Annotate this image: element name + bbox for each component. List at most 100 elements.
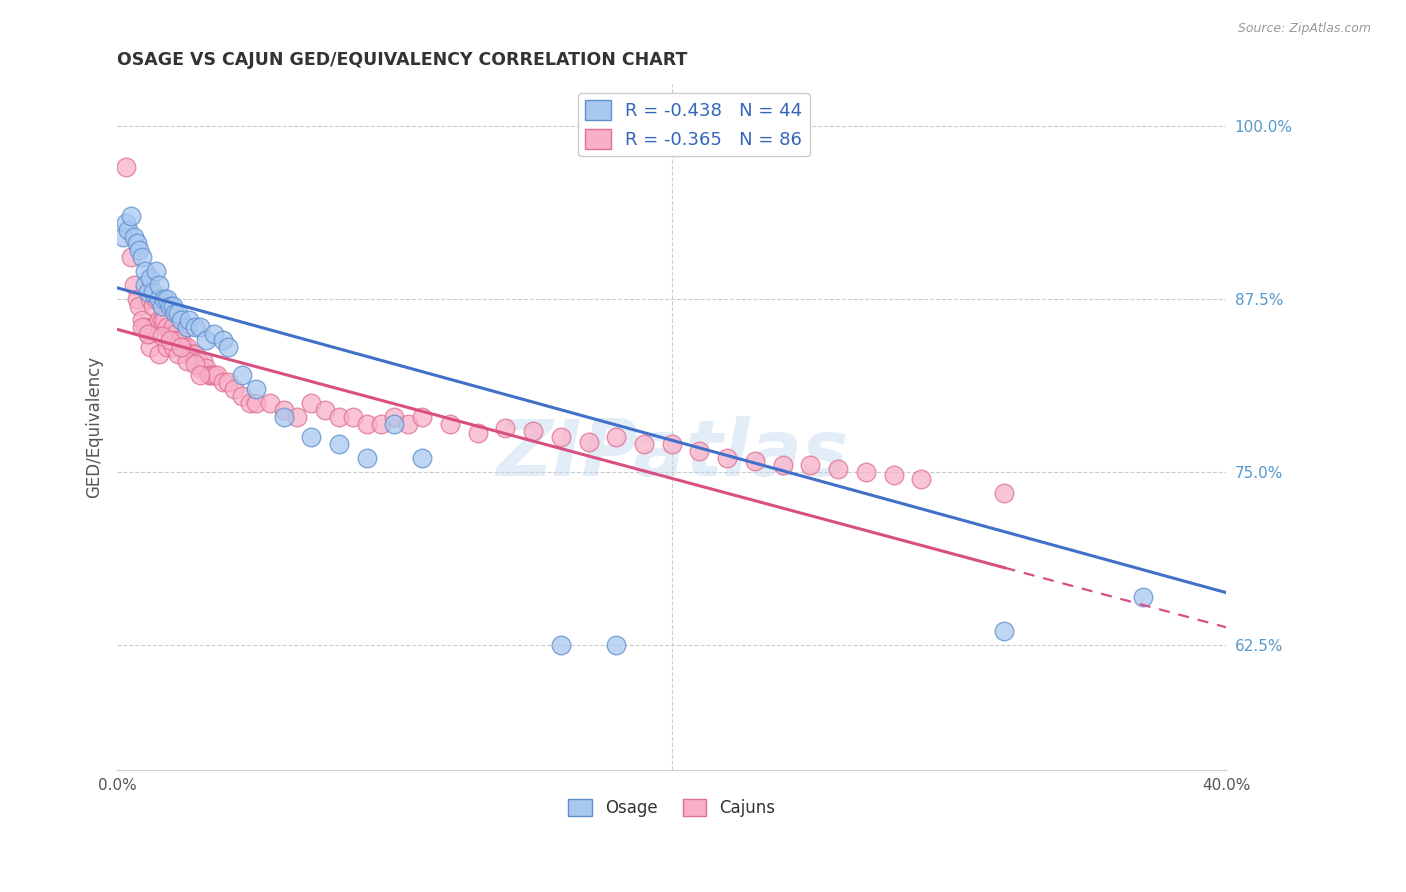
Point: [170, 340, 193, 354]
Point: [134, 278, 156, 293]
Point: [148, 292, 170, 306]
Point: [162, 340, 184, 354]
Point: [176, 340, 198, 354]
Point: [142, 285, 165, 299]
Point: [159, 334, 181, 348]
Point: [384, 417, 406, 431]
Point: [148, 312, 170, 326]
Point: [128, 244, 150, 258]
Point: [134, 319, 156, 334]
Point: [120, 209, 142, 223]
Point: [411, 451, 433, 466]
Point: [200, 368, 222, 383]
Point: [179, 312, 201, 326]
Point: [145, 292, 167, 306]
Point: [273, 402, 295, 417]
Point: [384, 409, 406, 424]
Point: [142, 319, 165, 334]
Point: [633, 437, 655, 451]
Point: [411, 409, 433, 424]
Point: [114, 161, 136, 175]
Point: [153, 292, 176, 306]
Point: [167, 306, 190, 320]
Point: [125, 292, 148, 306]
Point: [194, 361, 217, 376]
Point: [131, 319, 153, 334]
Point: [231, 368, 253, 383]
Point: [605, 638, 627, 652]
Point: [217, 375, 239, 389]
Point: [231, 389, 253, 403]
Point: [131, 250, 153, 264]
Point: [1132, 590, 1154, 604]
Point: [197, 368, 219, 383]
Point: [191, 354, 214, 368]
Point: [993, 486, 1015, 500]
Point: [150, 329, 173, 343]
Point: [173, 340, 195, 354]
Point: [187, 354, 209, 368]
Point: [716, 451, 738, 466]
Point: [156, 340, 179, 354]
Point: [134, 264, 156, 278]
Point: [287, 409, 309, 424]
Point: [122, 229, 145, 244]
Point: [211, 334, 233, 348]
Point: [190, 319, 212, 334]
Point: [150, 312, 173, 326]
Point: [184, 319, 207, 334]
Point: [148, 347, 170, 361]
Point: [259, 396, 281, 410]
Point: [993, 624, 1015, 639]
Point: [273, 409, 295, 424]
Point: [150, 299, 173, 313]
Point: [211, 375, 233, 389]
Point: [855, 465, 877, 479]
Point: [328, 437, 350, 451]
Point: [299, 396, 322, 410]
Point: [184, 347, 207, 361]
Point: [396, 417, 419, 431]
Point: [131, 312, 153, 326]
Point: [370, 417, 392, 431]
Point: [184, 357, 207, 371]
Point: [217, 340, 239, 354]
Point: [314, 402, 336, 417]
Point: [125, 236, 148, 251]
Point: [128, 299, 150, 313]
Point: [111, 229, 134, 244]
Point: [170, 312, 193, 326]
Point: [159, 326, 181, 341]
Point: [827, 462, 849, 476]
Legend: Osage, Cajuns: Osage, Cajuns: [561, 792, 782, 823]
Point: [522, 424, 544, 438]
Point: [176, 319, 198, 334]
Point: [239, 396, 262, 410]
Point: [772, 458, 794, 472]
Point: [170, 334, 193, 348]
Point: [139, 292, 162, 306]
Point: [167, 334, 190, 348]
Point: [136, 285, 159, 299]
Point: [167, 347, 190, 361]
Point: [142, 299, 165, 313]
Text: ZIPatlas: ZIPatlas: [495, 417, 848, 492]
Point: [117, 222, 139, 236]
Point: [245, 382, 267, 396]
Text: Source: ZipAtlas.com: Source: ZipAtlas.com: [1237, 22, 1371, 36]
Point: [245, 396, 267, 410]
Point: [578, 434, 600, 449]
Point: [176, 354, 198, 368]
Point: [156, 292, 179, 306]
Point: [165, 326, 187, 341]
Point: [356, 451, 378, 466]
Point: [153, 312, 176, 326]
Point: [139, 271, 162, 285]
Point: [122, 278, 145, 293]
Point: [744, 454, 766, 468]
Point: [661, 437, 683, 451]
Point: [148, 278, 170, 293]
Point: [114, 216, 136, 230]
Point: [205, 368, 228, 383]
Point: [159, 299, 181, 313]
